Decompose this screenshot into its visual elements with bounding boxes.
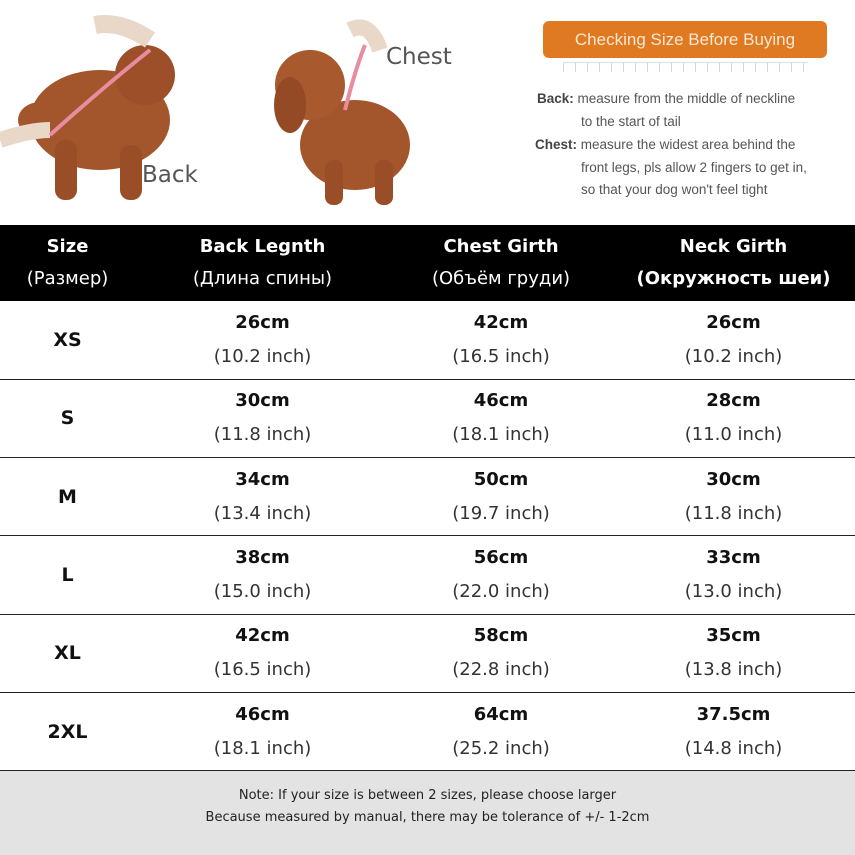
inch-value: (22.0 inch) xyxy=(452,581,550,603)
back-cell: 42cm (16.5 inch) xyxy=(135,614,390,693)
cm-value: 34cm xyxy=(235,468,290,490)
neck-cell: 26cm (10.2 inch) xyxy=(612,301,855,380)
inch-value: (10.2 inch) xyxy=(213,345,312,367)
neck-cell: 33cm (13.0 inch) xyxy=(612,535,855,615)
table-row: S 30cm (11.8 inch) 46cm (18.1 inch) 28cm (11.0… xyxy=(0,379,855,459)
dog-measurement-illustration xyxy=(0,15,410,205)
inch-value: (11.8 inch) xyxy=(684,502,783,524)
inch-value: (15.0 inch) xyxy=(213,581,312,603)
cm-value: 42cm xyxy=(473,311,529,333)
table-row: L 38cm (15.0 inch) 56cm (22.0 inch) 33cm (13.0… xyxy=(0,535,855,615)
table-row: XS 26cm (10.2 inch) 42cm (16.5 inch) 26cm (10.… xyxy=(0,301,855,380)
back-cell: 34cm (13.4 inch) xyxy=(135,457,390,537)
inch-value: (14.8 inch) xyxy=(684,737,783,759)
chest-cell: 46cm (18.1 inch) xyxy=(390,379,612,459)
inch-value: (13.8 inch) xyxy=(684,659,783,681)
chest-desc-line: front legs, pls allow 2 fingers to get i… xyxy=(581,159,807,175)
table-row: XL 42cm (16.5 inch) 58cm (22.8 inch) 35cm (13.… xyxy=(0,614,855,693)
cm-value: 30cm xyxy=(706,468,761,490)
table-row: M 34cm (13.4 inch) 50cm (19.7 inch) 30cm (11.8… xyxy=(0,457,855,537)
size-cell: XL xyxy=(0,614,135,693)
cm-value: 64cm xyxy=(473,703,529,725)
size-cell: S xyxy=(0,379,135,459)
inch-value: (11.8 inch) xyxy=(213,424,312,446)
back-desc-line: measure from the middle of neckline xyxy=(577,91,796,106)
cm-value: 35cm xyxy=(706,625,761,647)
chest-cell: 64cm (25.2 inch) xyxy=(390,692,612,772)
cm-value: 58cm xyxy=(473,625,529,647)
note-line: Note: If your size is between 2 sizes, p… xyxy=(238,788,617,803)
cm-value: 38cm xyxy=(235,547,290,569)
inch-value: (25.2 inch) xyxy=(452,737,550,759)
cm-value: 42cm xyxy=(235,625,290,647)
chest-desc-line: so that your dog won't feel tight xyxy=(581,182,768,197)
cm-value: 56cm xyxy=(473,547,529,569)
header-size: Size (Размер) xyxy=(0,225,135,301)
table-header-row: Size (Размер) Back Legnth (Длина спины) Ch… xyxy=(0,225,855,301)
back-term: Back: xyxy=(537,91,574,106)
inch-value: (19.7 inch) xyxy=(452,502,550,524)
cm-value: 28cm xyxy=(706,390,761,412)
size-cell: L xyxy=(0,535,135,615)
checking-size-banner: Checking Size Before Buying xyxy=(543,21,827,58)
size-cell: M xyxy=(0,457,135,537)
cm-value: 33cm xyxy=(706,547,761,569)
back-label: Back xyxy=(142,162,198,188)
size-chart-table: Size (Размер) Back Legnth (Длина спины) Ch… xyxy=(0,225,855,772)
chest-desc-line: measure the widest area behind the xyxy=(580,137,796,152)
note-section: Note: If your size is between 2 sizes, p… xyxy=(0,771,855,855)
back-cell: 38cm (15.0 inch) xyxy=(135,535,390,615)
back-desc-line: to the start of tail xyxy=(581,113,681,129)
chest-label: Chest xyxy=(386,44,452,70)
inch-value: (16.5 inch) xyxy=(213,659,312,681)
header-neck-girth: Neck Girth (Окружность шеи) xyxy=(612,225,855,301)
inch-value: (13.0 inch) xyxy=(684,581,783,603)
size-cell: XS xyxy=(0,301,135,380)
illustration-area: Back Chest Checking Size Before Buying B… xyxy=(0,0,855,225)
cm-value: 26cm xyxy=(235,311,290,333)
table-row: 2XL 46cm (18.1 inch) 64cm (25.2 inch) 37.5cm (… xyxy=(0,692,855,772)
cm-value: 26cm xyxy=(706,311,761,333)
header-chest-girth: Chest Girth (Объём груди) xyxy=(390,225,612,301)
cm-value: 46cm xyxy=(235,703,290,725)
chest-cell: 56cm (22.0 inch) xyxy=(390,535,612,615)
inch-value: (18.1 inch) xyxy=(213,737,312,759)
neck-cell: 30cm (11.8 inch) xyxy=(612,457,855,537)
inch-value: (10.2 inch) xyxy=(684,345,783,367)
ruler-graphic xyxy=(563,62,808,72)
cm-value: 46cm xyxy=(473,390,529,412)
cm-value: 50cm xyxy=(473,468,529,490)
chest-cell: 58cm (22.8 inch) xyxy=(390,614,612,693)
back-description: Back: measure from the middle of necklin… xyxy=(537,88,795,133)
chest-description: Chest: measure the widest area behind th… xyxy=(535,134,807,202)
note-line: Because measured by manual, there may be… xyxy=(205,810,650,825)
inch-value: (18.1 inch) xyxy=(452,424,550,446)
inch-value: (11.0 inch) xyxy=(684,424,783,446)
back-cell: 46cm (18.1 inch) xyxy=(135,692,390,772)
inch-value: (13.4 inch) xyxy=(213,502,312,524)
back-cell: 26cm (10.2 inch) xyxy=(135,301,390,380)
neck-cell: 37.5cm (14.8 inch) xyxy=(612,692,855,772)
inch-value: (16.5 inch) xyxy=(452,345,550,367)
inch-value: (22.8 inch) xyxy=(452,659,550,681)
cm-value: 30cm xyxy=(235,390,290,412)
chest-term: Chest: xyxy=(535,137,578,152)
back-cell: 30cm (11.8 inch) xyxy=(135,379,390,459)
header-back-length: Back Legnth (Длина спины) xyxy=(135,225,390,301)
size-cell: 2XL xyxy=(0,692,135,772)
chest-cell: 50cm (19.7 inch) xyxy=(390,457,612,537)
cm-value: 37.5cm xyxy=(696,703,771,725)
neck-cell: 35cm (13.8 inch) xyxy=(612,614,855,693)
chest-cell: 42cm (16.5 inch) xyxy=(390,301,612,380)
neck-cell: 28cm (11.0 inch) xyxy=(612,379,855,459)
